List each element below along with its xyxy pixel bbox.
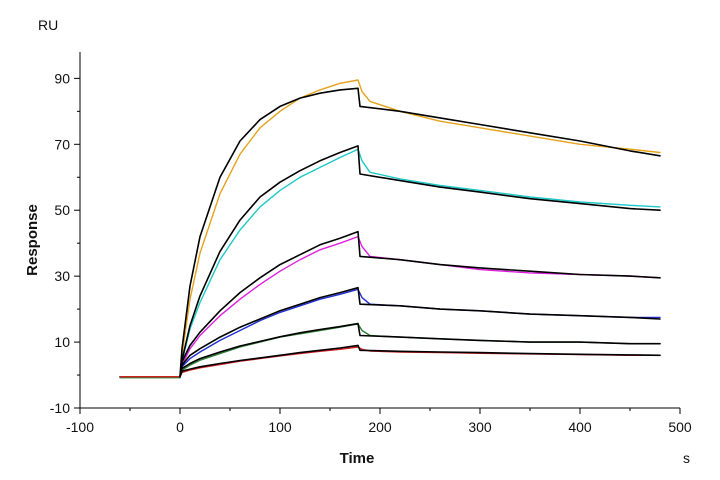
series-line-measured-cyan [119,148,661,378]
y-tick-label: 90 [54,70,70,86]
x-tick-label: -100 [66,419,94,435]
series-line-fit-red [179,344,661,378]
y-unit-label: RU [38,17,58,33]
series-line-fit-green [179,322,661,378]
x-tick-label: 400 [568,419,592,435]
x-tick-label: 500 [668,419,692,435]
series-line-measured-magenta [119,235,661,378]
x-tick-label: 300 [468,419,492,435]
series-line-measured-orange [119,79,661,378]
x-tick-label: 200 [368,419,392,435]
y-tick-label: 70 [54,136,70,152]
series-line-fit-orange [179,87,661,378]
x-unit-label: s [683,450,690,466]
tick-labels: -10 10 30 50 70 90 -100 0 100 200 300 400 500 [50,70,692,435]
series-line-measured-blue [119,288,661,378]
y-tick-label: -10 [50,400,70,416]
y-tick-label: 10 [54,334,70,350]
y-axis-title: Response [24,204,41,276]
x-tick-label: 0 [176,419,184,435]
tick-marks [74,77,681,414]
series-line-fit-cyan [179,145,661,378]
series-lines [119,79,661,379]
x-tick-label: 100 [268,419,292,435]
y-tick-label: 50 [54,202,70,218]
series-line-fit-magenta [179,230,661,378]
x-axis-title: Time [340,450,375,467]
series-line-fit-blue [179,286,661,378]
y-tick-label: 30 [54,268,70,284]
